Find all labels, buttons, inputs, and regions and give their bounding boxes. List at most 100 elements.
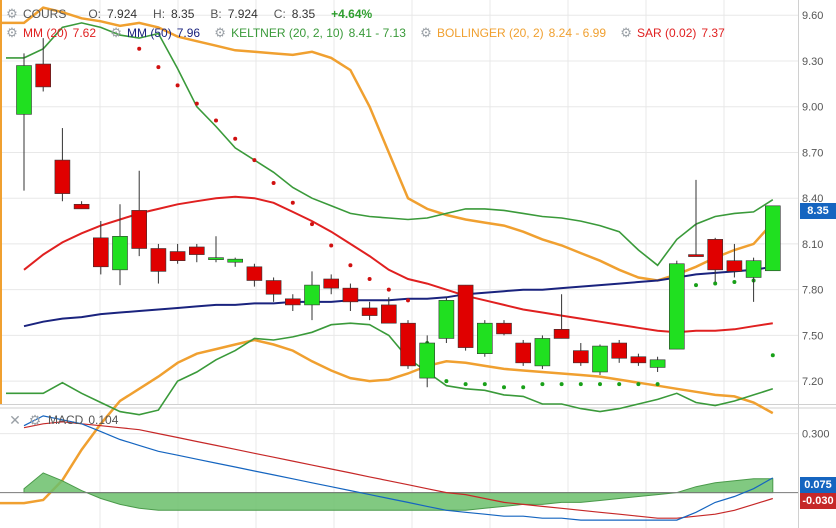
sar-point: [463, 382, 468, 387]
price-axis-tick: 8.70: [802, 147, 823, 159]
high-readout: H: 8.35: [153, 7, 195, 21]
candle-body: [265, 280, 282, 295]
ma20-label: MM (20): [23, 26, 68, 40]
candle-body: [515, 342, 532, 364]
sar-point: [559, 382, 564, 387]
sar-point: [578, 382, 583, 387]
sar-point: [521, 385, 526, 390]
bollinger-legend-item[interactable]: ⚙ BOLLINGER (20, 2) 8.24 - 6.99: [420, 26, 606, 40]
low-readout: B: 7.924: [210, 7, 258, 21]
price-axis-tick: 7.80: [802, 285, 823, 297]
candle-body: [189, 246, 205, 255]
macd-histogram: [23, 472, 774, 511]
sar-point: [444, 379, 449, 384]
price-axis-tick: 8.10: [802, 239, 823, 251]
candle-body: [323, 278, 340, 289]
candle-body: [284, 298, 301, 306]
open-readout: O: 7.924: [88, 7, 138, 21]
gear-icon[interactable]: ⚙: [214, 25, 226, 40]
sar-point: [636, 382, 641, 387]
keltner-label: KELTNER (20, 2, 10): [231, 26, 344, 40]
gear-icon[interactable]: ⚙: [28, 412, 42, 428]
gear-icon[interactable]: ⚙: [110, 25, 122, 40]
candle-body: [764, 205, 781, 272]
ma20-value: 7.62: [72, 26, 97, 40]
close-readout: C: 8.35: [273, 7, 316, 21]
candle-body: [726, 260, 743, 272]
sar-value: 7.37: [701, 26, 725, 40]
candle-body: [668, 263, 685, 350]
macd-value-tag: 0.075: [800, 477, 836, 493]
ma50-legend-item[interactable]: ⚙ MM (50) 7.96: [110, 26, 200, 40]
candle-body: [54, 159, 71, 194]
candle-body: [227, 258, 243, 263]
candle-body: [150, 248, 167, 272]
candle-body: [707, 239, 724, 271]
candle-body: [649, 359, 666, 368]
candle-body: [611, 342, 628, 359]
sar-point: [156, 65, 161, 70]
candle-body: [35, 63, 52, 88]
candle-body: [419, 342, 436, 379]
candle-body: [400, 322, 416, 367]
candle-body: [361, 307, 378, 316]
gear-icon[interactable]: ⚙: [6, 6, 18, 21]
sar-point: [540, 382, 545, 387]
candle-body: [93, 237, 109, 268]
keltner-legend-item[interactable]: ⚙ KELTNER (20, 2, 10) 8.41 - 7.13: [214, 26, 406, 40]
gear-icon[interactable]: ⚙: [620, 25, 632, 40]
candle-body: [16, 65, 32, 115]
ma50-line: [23, 265, 773, 328]
sar-point: [194, 101, 199, 106]
candle-body: [246, 266, 263, 281]
candle-body: [73, 203, 90, 210]
sar-point: [175, 83, 180, 88]
sar-point: [233, 136, 238, 141]
sar-point: [348, 263, 353, 268]
sar-point: [655, 382, 660, 387]
sar-legend-item[interactable]: ⚙ SAR (0.02) 7.37: [620, 26, 725, 40]
ma20-line: [23, 195, 773, 334]
sar-point: [617, 382, 622, 387]
sar-point: [598, 382, 602, 387]
indicator-legend: ⚙ MM (20) 7.62 ⚙ MM (50) 7.96 ⚙ KELTNER …: [6, 25, 725, 41]
bollinger-upper-line: [0, 6, 774, 282]
sar-point: [406, 298, 410, 303]
ma50-label: MM (50): [127, 26, 172, 40]
change-readout: +4.64%: [331, 7, 373, 21]
price-axis-tick: 7.50: [802, 330, 823, 342]
candle-body: [745, 260, 762, 278]
ma20-legend-item[interactable]: ⚙ MM (20) 7.62: [6, 26, 96, 40]
sar-point: [713, 281, 718, 286]
sar-point: [290, 200, 295, 205]
candle-body: [534, 338, 551, 367]
sar-point: [502, 385, 506, 390]
bollinger-lower-line: [0, 338, 774, 505]
sar-point: [252, 158, 257, 163]
close-icon[interactable]: ✕: [9, 412, 21, 428]
macd-legend: ✕ ⚙ MACD 0.104: [8, 412, 118, 428]
ohlc-legend: ⚙ COURS O: 7.924 H: 8.35 B: 7.924 C: 8.3…: [6, 6, 388, 22]
gear-icon[interactable]: ⚙: [420, 25, 432, 40]
macd-line: [23, 415, 774, 521]
candle-body: [438, 300, 455, 339]
candle-body: [630, 356, 647, 364]
candle-body: [131, 210, 147, 249]
macd-signal-line: [23, 421, 773, 519]
candle-body: [572, 350, 589, 364]
price-axis-tick: 9.60: [802, 10, 823, 22]
cours-legend-item[interactable]: ⚙ COURS: [6, 7, 72, 21]
macd-axis-tick: 0.300: [802, 429, 830, 441]
gear-icon[interactable]: ⚙: [6, 25, 18, 40]
ma50-value: 7.96: [176, 26, 201, 40]
sar-point: [770, 353, 775, 358]
candle-body: [112, 236, 128, 271]
candle-body: [169, 251, 186, 261]
macd-value: 0.104: [88, 413, 119, 427]
candle-body: [304, 284, 320, 306]
candle-body: [496, 322, 512, 335]
sar-point: [386, 287, 391, 292]
bollinger-label: BOLLINGER (20, 2): [436, 26, 544, 40]
sar-point: [367, 276, 372, 281]
